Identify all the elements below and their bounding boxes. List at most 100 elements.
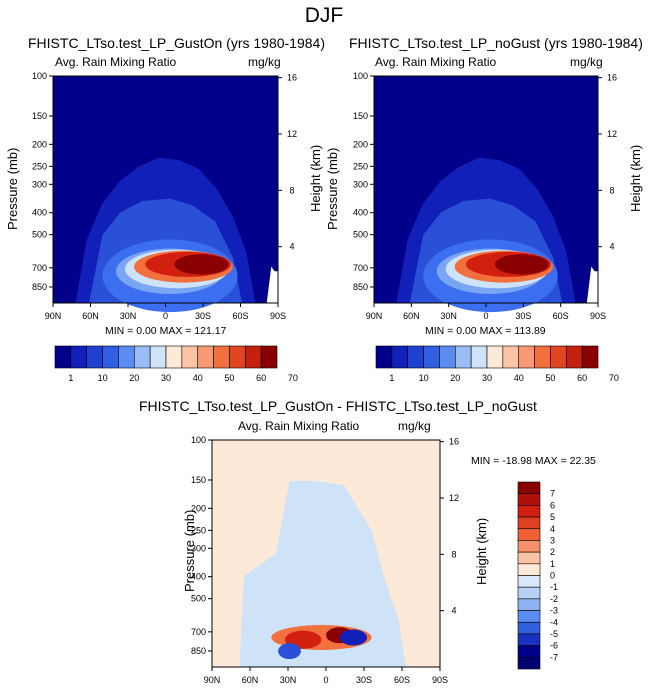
panel3-ytick-right-label: 4 bbox=[451, 606, 456, 616]
panel3-contour-near-zero bbox=[239, 480, 406, 667]
panel1-ytick-label: 850 bbox=[32, 282, 47, 292]
page-title: DJF bbox=[304, 4, 344, 27]
panel2-ytick-right-label: 4 bbox=[609, 242, 614, 252]
panel1-ytick-label: 400 bbox=[32, 208, 47, 218]
panel3-xtick-label: 90S bbox=[432, 675, 448, 685]
panel2-ytick-label: 250 bbox=[353, 161, 368, 171]
panel2-ytick-label: 100 bbox=[353, 71, 368, 81]
panel3-ytick-label: 200 bbox=[191, 503, 206, 513]
colorbar3-label: 1 bbox=[550, 559, 555, 569]
colorbar3-segment bbox=[517, 621, 541, 635]
panel2-ytick-right-label: 12 bbox=[607, 129, 617, 139]
panel2-xtick-label: 30S bbox=[515, 311, 531, 321]
panel1-subtitle-left: Avg. Rain Mixing Ratio bbox=[55, 55, 177, 69]
colorbar1-label: 60 bbox=[256, 373, 266, 383]
panel3-anomaly-negative-west bbox=[278, 643, 301, 660]
colorbar3-segment bbox=[517, 481, 541, 494]
colorbar3-label: 0 bbox=[550, 571, 555, 581]
panel2-xtick-label: 90S bbox=[590, 311, 606, 321]
panel1-xtick-label: 60S bbox=[232, 311, 248, 321]
colorbar1-segment bbox=[260, 345, 278, 369]
panel1-ytick-label: 200 bbox=[32, 139, 47, 149]
panel3-xtick-label: 90N bbox=[204, 675, 221, 685]
colorbar1-label: 50 bbox=[224, 373, 234, 383]
colorbar3-segment bbox=[517, 657, 541, 670]
panel3-ytick-right-label: 16 bbox=[449, 437, 459, 447]
colorbar3-label: 7 bbox=[550, 489, 555, 499]
panel2-ytick-label: 300 bbox=[353, 179, 368, 189]
colorbar3-segment bbox=[517, 598, 541, 611]
colorbar1-label: 40 bbox=[193, 373, 203, 383]
panel3-ytick-label: 250 bbox=[191, 525, 206, 535]
panel1-contour-max bbox=[174, 254, 229, 275]
colorbar3-segment bbox=[517, 528, 541, 541]
panel3-xtick-label: 60S bbox=[394, 675, 410, 685]
colorbar1-segment bbox=[149, 345, 167, 369]
panel3-ytick-right-label: 8 bbox=[451, 549, 456, 559]
colorbar1-label: 10 bbox=[98, 373, 108, 383]
colorbar3-label: -5 bbox=[550, 629, 558, 639]
colorbar3-label: 3 bbox=[550, 535, 555, 545]
colorbar2-segment bbox=[534, 345, 551, 369]
colorbar1-segment bbox=[102, 345, 119, 369]
colorbar3-segment bbox=[517, 586, 541, 600]
panel2-xtick-label: 60N bbox=[403, 311, 420, 321]
colorbar2-label: 30 bbox=[482, 373, 492, 383]
colorbar1-label: 1 bbox=[68, 373, 73, 383]
colorbar2-label: 10 bbox=[419, 373, 429, 383]
panel3-xtick-label: 30S bbox=[356, 675, 372, 685]
panel2-ytick-label: 700 bbox=[353, 263, 368, 273]
colorbar2-label: 60 bbox=[577, 373, 587, 383]
colorbar3-label: 2 bbox=[550, 547, 555, 557]
panel1-xtick-label: 30S bbox=[195, 311, 211, 321]
colorbar2-label: 40 bbox=[514, 373, 524, 383]
panel2-subtitle-right: mg/kg bbox=[570, 55, 603, 69]
colorbar1-segment bbox=[213, 345, 230, 369]
colorbar3-label: 6 bbox=[550, 500, 555, 510]
panel2-xtick-label: 30N bbox=[440, 311, 457, 321]
panel3-ytick-label: 150 bbox=[191, 475, 206, 485]
panel2-xtick-label: 90N bbox=[366, 311, 383, 321]
colorbar1-segment bbox=[229, 345, 246, 369]
panel1-ytick-right-label: 16 bbox=[287, 73, 297, 83]
panel1-xtick-label: 30N bbox=[120, 311, 137, 321]
panel3-title: FHISTC_LTso.test_LP_GustOn - FHISTC_LTso… bbox=[139, 398, 537, 414]
panel3-anomaly-negative bbox=[339, 629, 368, 646]
panel1-minmax: MIN = 0.00 MAX = 121.17 bbox=[105, 325, 227, 337]
colorbar2-segment bbox=[581, 345, 599, 369]
panel3-ytick-label: 300 bbox=[191, 543, 206, 553]
colorbar3-segment bbox=[517, 575, 541, 588]
colorbar1-segment bbox=[70, 345, 88, 369]
colorbar1-segment bbox=[86, 345, 103, 369]
panel3-ytick-label: 400 bbox=[191, 572, 206, 582]
colorbar1-segment bbox=[181, 345, 199, 369]
colorbar2-label: 70 bbox=[609, 373, 619, 383]
panel3-subtitle-right: mg/kg bbox=[398, 419, 431, 433]
colorbar3-label: -3 bbox=[550, 606, 558, 616]
colorbar1-segment bbox=[197, 345, 214, 369]
colorbar3-label: 4 bbox=[550, 524, 555, 534]
colorbar2-segment bbox=[502, 345, 520, 369]
panel2-xtick-label: 0 bbox=[483, 311, 488, 321]
panel3-xtick-label: 30N bbox=[280, 675, 297, 685]
panel1-xtick-label: 0 bbox=[163, 311, 168, 321]
panel3-minmax: MIN = -18.98 MAX = 22.35 bbox=[471, 455, 596, 467]
panel2-minmax: MIN = 0.00 MAX = 113.89 bbox=[425, 325, 546, 337]
colorbar3-segment bbox=[517, 493, 541, 506]
panel2-contour-max bbox=[494, 254, 549, 275]
panel3-ytick-right-label: 12 bbox=[449, 493, 459, 503]
colorbar1-segment bbox=[118, 345, 135, 369]
colorbar2-segment bbox=[375, 345, 393, 369]
colorbar1-segment bbox=[165, 345, 183, 369]
panel1-title: FHISTC_LTso.test_LP_GustOn (yrs 1980-198… bbox=[28, 35, 325, 51]
colorbar3-label: -4 bbox=[550, 617, 558, 627]
panel1-subtitle-right: mg/kg bbox=[248, 55, 281, 69]
panel3-ytick-label: 100 bbox=[191, 435, 206, 445]
colorbar3-label: -6 bbox=[550, 641, 558, 651]
panel2-title: FHISTC_LTso.test_LP_noGust (yrs 1980-198… bbox=[349, 35, 643, 51]
colorbar2-segment bbox=[454, 345, 472, 369]
colorbar3-segment bbox=[517, 645, 541, 658]
panel2-ytick-right-label: 16 bbox=[607, 73, 617, 83]
panel1-ytick-label: 150 bbox=[32, 111, 47, 121]
